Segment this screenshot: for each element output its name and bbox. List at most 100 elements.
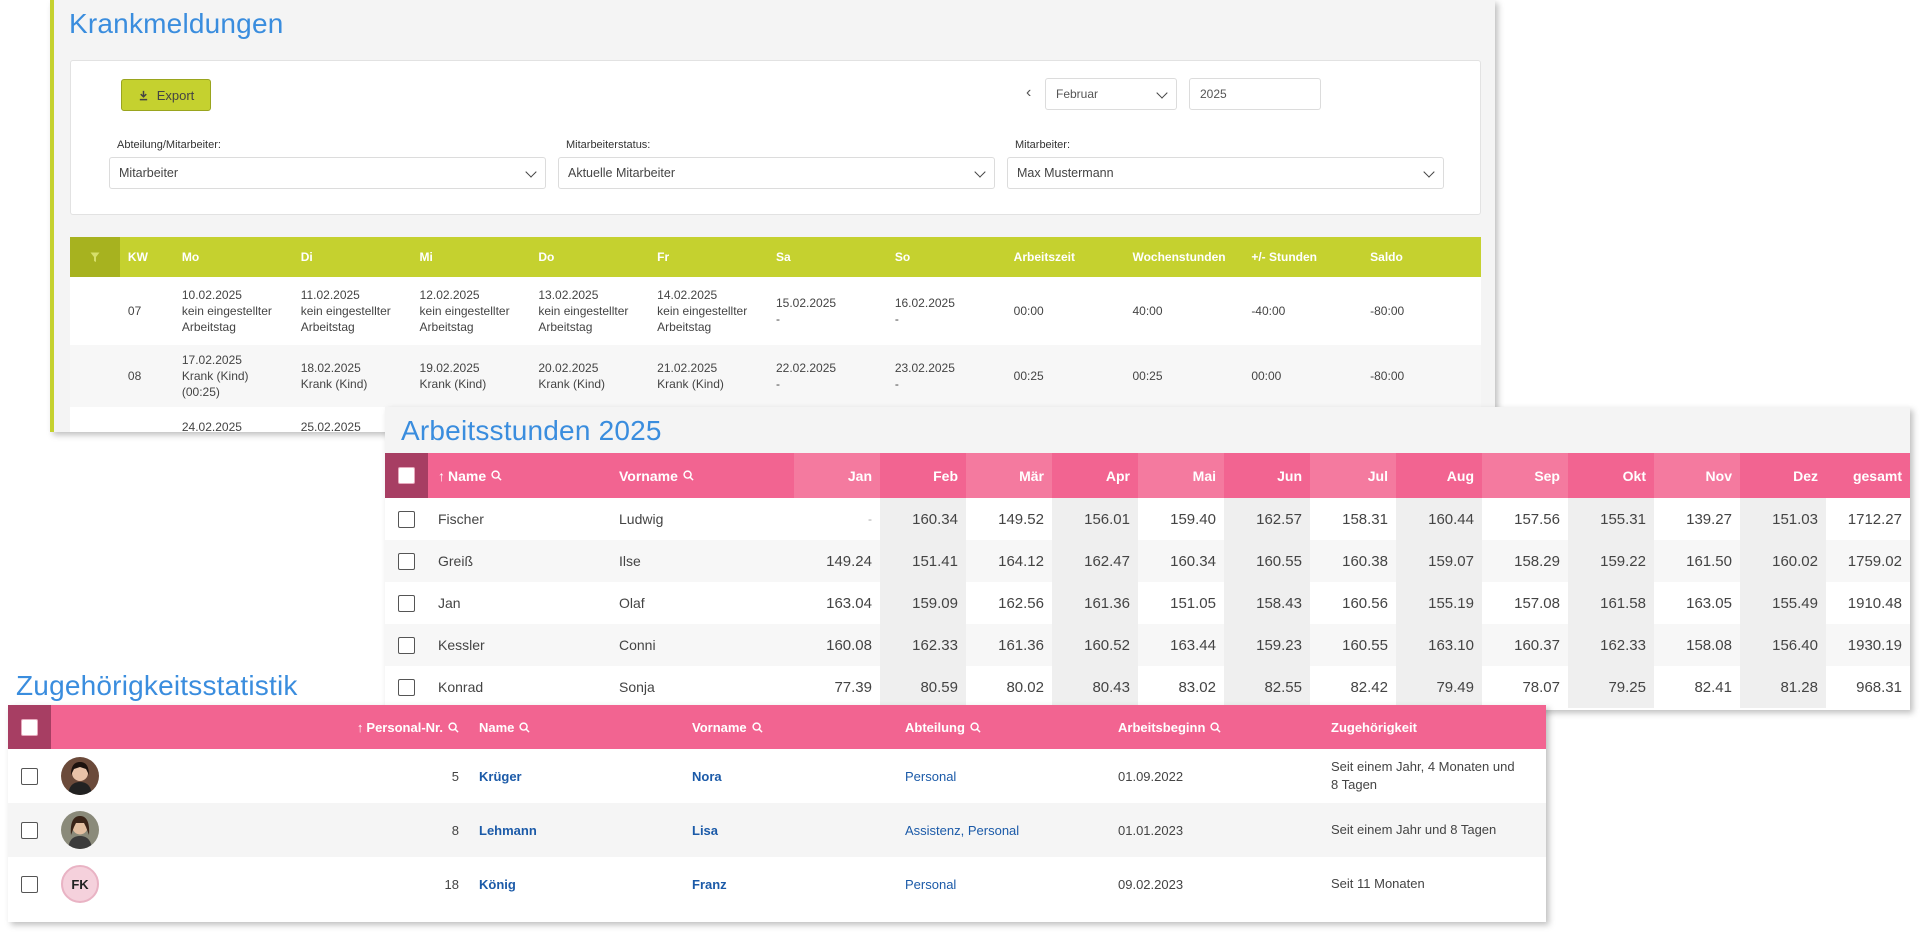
month-value-cell: 155.49 <box>1740 582 1826 624</box>
col-plusminus[interactable]: +/- Stunden <box>1251 250 1317 264</box>
month-select[interactable]: Februar <box>1045 78 1177 110</box>
search-icon[interactable] <box>752 721 763 733</box>
abteilung-select[interactable]: Mitarbeiter <box>109 157 546 189</box>
row-checkbox[interactable] <box>8 803 51 857</box>
day-line2: Krank (Kind) <box>419 377 487 391</box>
col-month[interactable]: Jul <box>1310 453 1396 498</box>
abteilung-cell[interactable]: Personal <box>895 857 1108 911</box>
col-mi[interactable]: Mi <box>419 250 433 264</box>
col-month[interactable]: Aug <box>1446 467 1474 484</box>
prev-month-icon[interactable]: ‹ <box>1026 84 1032 101</box>
table-row[interactable]: Konrad Sonja 77.39 80.59 80.02 80.43 83.02 82.5… <box>385 666 1910 708</box>
col-name[interactable]: Name <box>469 705 682 749</box>
search-icon[interactable] <box>970 721 981 733</box>
abteilung-cell[interactable]: Personal <box>895 749 1108 803</box>
search-icon[interactable] <box>1210 721 1222 733</box>
col-arbeitszeit[interactable]: Arbeitszeit <box>1013 250 1076 264</box>
col-wochenstunden[interactable]: Wochenstunden <box>1132 250 1226 264</box>
row-checkbox[interactable] <box>385 498 428 540</box>
col-month[interactable]: Okt <box>1622 467 1646 484</box>
row-checkbox[interactable] <box>8 857 51 911</box>
col-gesamt[interactable]: gesamt <box>1852 467 1902 484</box>
col-vorname-label: Vorname <box>692 719 747 735</box>
table-row[interactable]: Jan Olaf 163.04 159.09 162.56 161.36 151.05 158… <box>385 582 1910 624</box>
avatar[interactable] <box>61 757 99 795</box>
row-checkbox[interactable] <box>385 540 428 582</box>
col-month[interactable]: Feb <box>933 467 958 484</box>
col-vorname[interactable]: Vorname <box>682 705 895 749</box>
search-icon[interactable] <box>491 470 502 481</box>
table-row[interactable]: 07 10.02.2025 kein eingestellter Arbeitstag… <box>70 277 1481 345</box>
col-month[interactable]: Jan <box>794 453 880 498</box>
vorname-cell: Ilse <box>619 553 641 569</box>
vorname-link[interactable]: Lisa <box>692 822 719 838</box>
col-zugehoerigkeit[interactable]: Zugehörigkeit <box>1321 705 1541 749</box>
abteilung-link[interactable]: Personal <box>905 876 957 892</box>
col-vorname[interactable]: Vorname <box>611 453 794 498</box>
title-bar <box>385 407 1910 453</box>
col-month[interactable]: Mai <box>1138 453 1224 498</box>
vorname-link[interactable]: Nora <box>692 768 722 784</box>
abteilung-cell[interactable]: Assistenz, Personal <box>895 803 1108 857</box>
search-icon[interactable] <box>683 470 694 481</box>
name-link[interactable]: Lehmann <box>479 822 537 838</box>
vorname-cell[interactable]: Franz <box>682 857 895 911</box>
col-month[interactable]: Nov <box>1654 453 1740 498</box>
col-sa[interactable]: Sa <box>776 250 791 264</box>
table-row[interactable]: 8 Lehmann Lisa Assistenz, Personal 01.01.20… <box>8 803 1546 857</box>
name-cell[interactable]: König <box>469 857 682 911</box>
name-link[interactable]: Krüger <box>479 768 522 784</box>
row-checkbox[interactable] <box>385 666 428 708</box>
vorname-link[interactable]: Franz <box>692 876 727 892</box>
col-so[interactable]: So <box>894 250 911 264</box>
mitarbeiter-select[interactable]: Max Mustermann <box>1007 157 1444 189</box>
vorname-cell[interactable]: Lisa <box>682 803 895 857</box>
col-month[interactable]: Dez <box>1793 467 1818 484</box>
select-all-checkbox[interactable] <box>8 705 51 749</box>
vorname-cell[interactable]: Nora <box>682 749 895 803</box>
search-icon[interactable] <box>519 721 531 733</box>
row-checkbox[interactable] <box>385 582 428 624</box>
table-row[interactable]: 5 Krüger Nora Personal 01.09.2022 Seit eine… <box>8 749 1546 803</box>
select-all-checkbox[interactable] <box>385 453 428 498</box>
col-fr[interactable]: Fr <box>657 250 670 264</box>
name-cell: Konrad <box>438 679 484 695</box>
avatar[interactable]: FK <box>61 865 99 903</box>
table-row[interactable]: Kessler Conni 160.08 162.33 161.36 160.52 163.… <box>385 624 1910 666</box>
table-row[interactable]: Fischer Ludwig -160.34 149.52 156.01 159.40 16… <box>385 498 1910 540</box>
col-kw[interactable]: KW <box>127 250 148 264</box>
table-row[interactable]: Greiß Ilse 149.24 151.41 164.12 162.47 160.34 1… <box>385 540 1910 582</box>
abteilung-link[interactable]: Assistenz, Personal <box>905 822 1020 838</box>
col-month[interactable]: Jun <box>1277 467 1302 484</box>
col-di[interactable]: Di <box>300 250 313 264</box>
chevron-down-icon <box>974 166 986 178</box>
col-month[interactable]: Mär <box>966 453 1052 498</box>
name-cell[interactable]: Krüger <box>469 749 682 803</box>
col-abteilung[interactable]: Abteilung <box>895 705 1108 749</box>
col-personal-nr[interactable]: ↑ Personal-Nr. <box>51 705 469 749</box>
month-value-cell: 77.39 <box>834 678 872 696</box>
col-mo[interactable]: Mo <box>181 250 200 264</box>
status-select[interactable]: Aktuelle Mitarbeiter <box>558 157 995 189</box>
col-do[interactable]: Do <box>538 250 555 264</box>
year-input[interactable]: 2025 <box>1189 78 1321 110</box>
table-row[interactable]: FK 18 König Franz Personal 09.02.2023 Seit … <box>8 857 1546 911</box>
search-icon[interactable] <box>448 721 459 733</box>
name-link[interactable]: König <box>479 876 516 892</box>
table-row[interactable]: 08 17.02.2025 Krank (Kind) (00:25) 18.02.202… <box>70 345 1481 407</box>
col-arbeitsbeginn[interactable]: Arbeitsbeginn <box>1108 705 1321 749</box>
avatar[interactable] <box>61 811 99 849</box>
name-cell[interactable]: Lehmann <box>469 803 682 857</box>
abteilung-link[interactable]: Personal <box>905 768 957 784</box>
col-month[interactable]: Sep <box>1482 453 1568 498</box>
row-checkbox[interactable] <box>8 749 51 803</box>
export-button[interactable]: Export <box>121 79 211 111</box>
filter-icon[interactable] <box>70 237 120 277</box>
col-saldo[interactable]: Saldo <box>1370 250 1403 264</box>
col-month[interactable]: Apr <box>1105 467 1130 484</box>
gesamt-cell: 1930.19 <box>1847 636 1902 654</box>
row-checkbox[interactable] <box>385 624 428 666</box>
day-date: 19.02.2025 <box>419 361 480 375</box>
col-name[interactable]: ↑ Name <box>428 453 611 498</box>
personal-nr: 18 <box>444 876 459 892</box>
